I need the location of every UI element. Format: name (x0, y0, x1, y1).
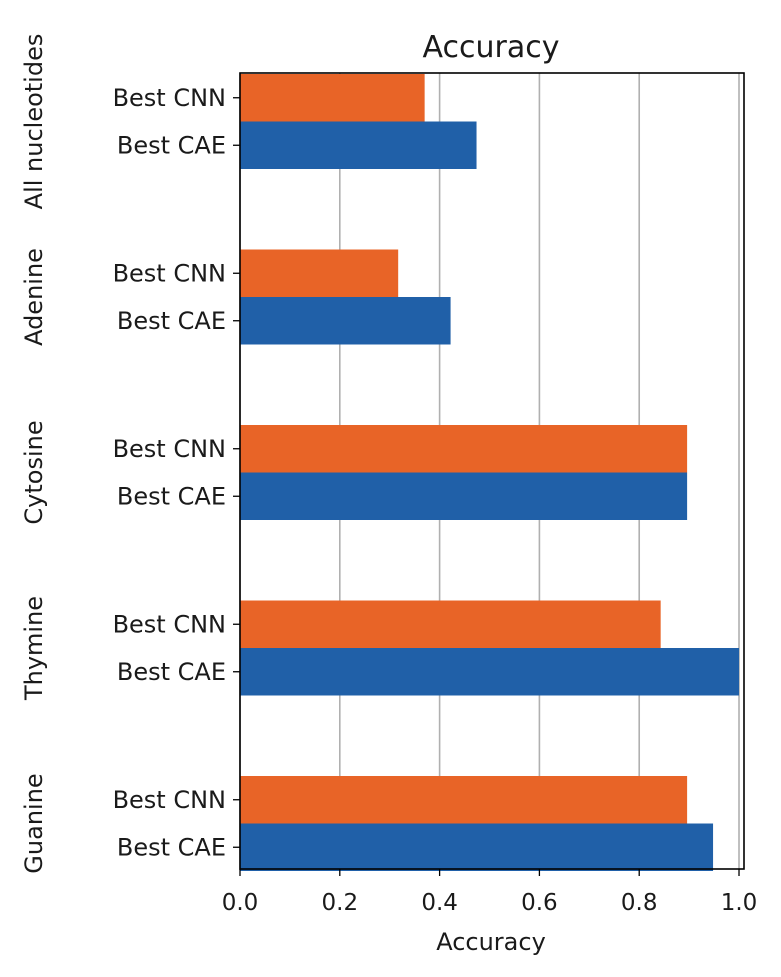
bar (240, 297, 451, 345)
bar (240, 823, 714, 871)
y-tick-labels: Best CNN Best CAE Best CNN Best CAE Best CNN… (113, 84, 240, 861)
y-tick-label: Best CNN (113, 435, 226, 463)
y-tick-label: Best CAE (117, 833, 226, 861)
x-tick-label: 0.0 (222, 890, 259, 916)
x-tick-label: 0.4 (421, 890, 458, 916)
y-tick-label: Best CNN (113, 610, 226, 638)
x-tick-label: 1.0 (721, 890, 758, 916)
group-label: All nucleotides (20, 34, 48, 210)
y-tick-label: Best CAE (117, 131, 226, 159)
bar (240, 425, 688, 473)
bar (240, 776, 688, 824)
y-tick-label: Best CAE (117, 307, 226, 335)
x-axis-label: Accuracy (436, 928, 546, 956)
y-tick-label: Best CAE (117, 482, 226, 510)
bar (240, 472, 688, 520)
x-tick-label: 0.2 (322, 890, 359, 916)
x-tick-labels: 0.0 0.2 0.4 0.6 0.8 1.0 (222, 869, 758, 916)
bar (240, 249, 399, 297)
y-tick-label: Best CNN (113, 786, 226, 814)
plot-frame (239, 72, 745, 870)
x-tick-label: 0.8 (621, 890, 658, 916)
group-label: Guanine (20, 773, 48, 873)
y-tick-label: Best CNN (113, 84, 226, 112)
chart-title: Accuracy (423, 30, 560, 65)
bar (240, 74, 425, 122)
y-tick-label: Best CNN (113, 259, 226, 287)
x-tick-label: 0.6 (521, 890, 558, 916)
group-labels: All nucleotides Adenine Cytosine Thymine Gua… (20, 34, 48, 874)
y-tick-label: Best CAE (117, 658, 226, 686)
bars (240, 74, 740, 871)
group-label: Adenine (20, 248, 48, 346)
group-label: Cytosine (20, 420, 48, 524)
bar (240, 121, 477, 169)
group-label: Thymine (20, 596, 48, 701)
bar (240, 648, 740, 696)
bar (240, 600, 661, 648)
